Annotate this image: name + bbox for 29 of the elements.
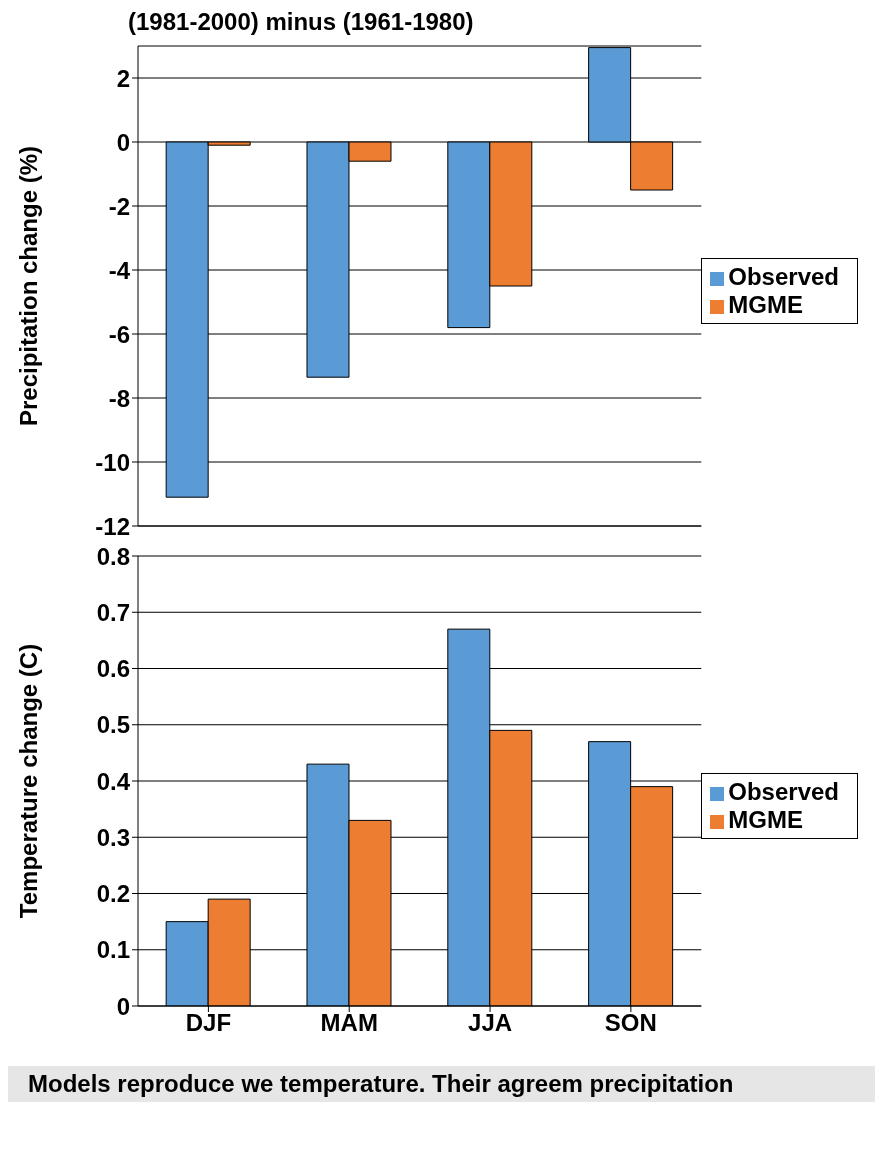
y-tick-label: 0.5	[96, 711, 130, 739]
y-axis-title: Precipitation change (%)	[14, 145, 42, 427]
y-tick-label: -12	[95, 512, 130, 540]
y-tick-label: -6	[108, 320, 130, 348]
y-tick-label: 0.2	[96, 880, 130, 908]
y-tick-label: 0	[116, 128, 130, 156]
y-tick-label: 0.4	[96, 767, 131, 795]
x-tick-label: MAM	[320, 1009, 378, 1037]
y-tick-label: 0.3	[96, 823, 130, 851]
y-tick-label: 2	[116, 64, 130, 92]
text: Models reproduce we temperature. Their agreem precipitation	[8, 1066, 875, 1102]
legend-label: Observed	[728, 778, 839, 805]
y-tick-label: 0.7	[96, 598, 130, 626]
x-tick-label: JJA	[468, 1009, 513, 1037]
x-tick-label: SON	[604, 1009, 657, 1037]
y-tick-label: -8	[108, 384, 130, 412]
legend-label: Observed	[728, 263, 839, 290]
x-tick-label: DJF	[185, 1009, 232, 1037]
y-tick-label: -10	[95, 448, 130, 476]
y-tick-label: 0	[116, 992, 130, 1020]
legend-label: MGME	[728, 291, 803, 318]
chart-title: (1981-2000) minus (1961-1980)	[127, 8, 475, 36]
y-axis-title: Temperature change (C)	[14, 643, 42, 919]
y-tick-label: 0.8	[96, 542, 130, 570]
y-tick-label: -2	[108, 192, 130, 220]
y-tick-label: 0.6	[96, 655, 130, 683]
legend-label: MGME	[728, 806, 803, 833]
y-tick-label: 0.1	[96, 936, 130, 964]
y-tick-label: -4	[108, 256, 131, 284]
